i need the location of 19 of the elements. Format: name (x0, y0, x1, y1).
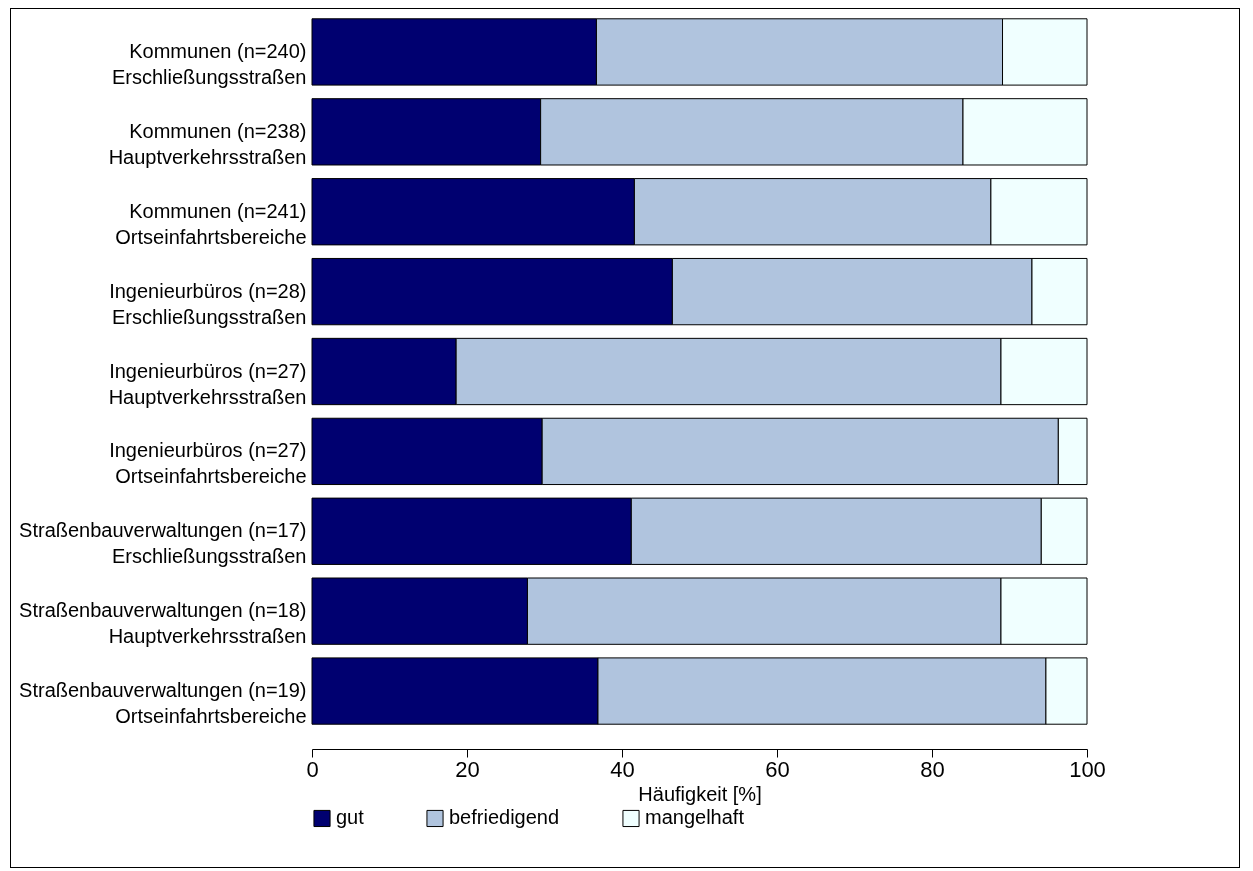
legend-label: mangelhaft (645, 806, 745, 829)
y-tick-label: Kommunen (n=241) Ortseinfahrtsbereiche (115, 199, 307, 248)
y-tick-label: Kommunen (n=238) Hauptverkehrsstraßen (108, 119, 307, 168)
x-tick-label: 100 (1069, 756, 1106, 782)
x-tick-label: 40 (610, 756, 635, 782)
y-tick-label: Kommunen (n=240) Erschließungsstraßen (111, 39, 307, 88)
x-tick-label: 0 (306, 756, 319, 782)
x-tick-label: 20 (455, 756, 480, 782)
y-tick-label: Straßenbauverwaltungen (n=19) Ortseinfahrtsbereiche (19, 679, 307, 728)
legend-label: befriedigend (449, 806, 560, 829)
x-tick-label: 60 (765, 756, 790, 782)
y-tick-label: Straßenbauverwaltungen (n=18) Hauptverkehrsstraßen (19, 599, 307, 648)
legend-label: gut (336, 806, 365, 829)
y-tick-label: Straßenbauverwaltungen (n=17) Erschließungsstraßen (19, 519, 307, 568)
x-axis-title: Häufigkeit [%] (638, 782, 762, 805)
y-tick-label: Ingenieurbüros (n=28) Erschließungsstraßen (109, 279, 307, 328)
y-tick-label: Ingenieurbüros (n=27) Ortseinfahrtsbereiche (109, 439, 307, 488)
x-tick-label: 80 (920, 756, 945, 782)
y-tick-label: Ingenieurbüros (n=27) Hauptverkehrsstraßen (108, 359, 307, 408)
